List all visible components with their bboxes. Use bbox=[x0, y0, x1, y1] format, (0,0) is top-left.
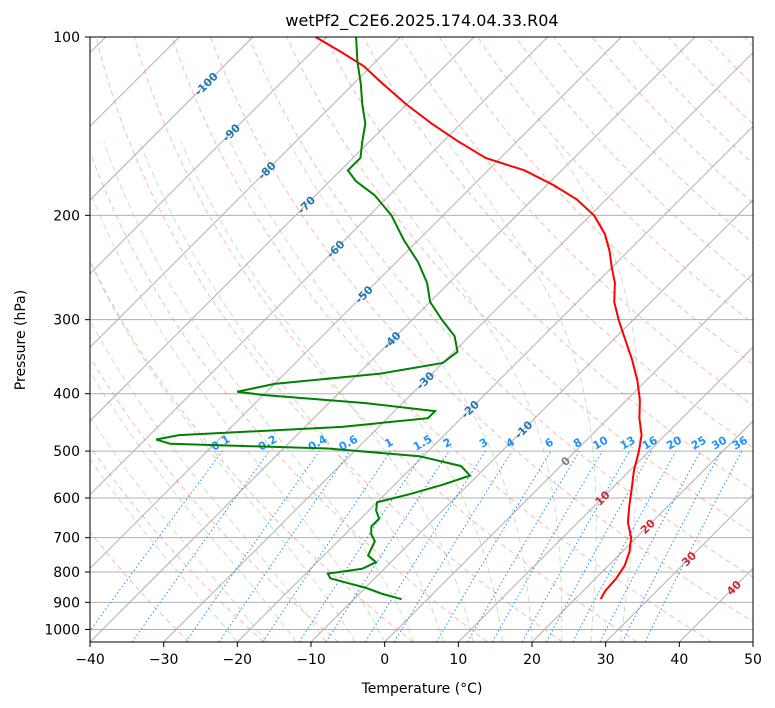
isotherm-lines bbox=[90, 37, 753, 642]
x-axis-title: Temperature (°C) bbox=[361, 681, 483, 697]
y-tick-label: 800 bbox=[53, 565, 80, 581]
mixing-ratio-line bbox=[298, 450, 425, 642]
moist-adiabat-line bbox=[90, 416, 268, 642]
y-axis: 100 200 300 400 500 600 700 800 900 1000 bbox=[44, 30, 90, 638]
mixing-ratio-lines bbox=[90, 450, 743, 642]
x-tick-label: −20 bbox=[223, 652, 253, 668]
y-axis-title: Pressure (hPa) bbox=[13, 290, 29, 390]
x-tick-label: 20 bbox=[523, 652, 541, 668]
x-tick-label: 40 bbox=[670, 652, 688, 668]
dry-adiabat-line bbox=[400, 37, 753, 407]
mixing-ratio-line bbox=[262, 450, 392, 642]
temperature-profile-line bbox=[315, 37, 643, 600]
y-tick-label: 600 bbox=[53, 491, 80, 507]
moist-adiabat-line bbox=[359, 141, 563, 642]
profile-series bbox=[155, 37, 643, 601]
mixing-ratio-line bbox=[90, 450, 223, 632]
y-tick-label: 300 bbox=[53, 313, 80, 329]
chart-title: wetPf2_C2E6.2025.174.04.33.R04 bbox=[285, 11, 558, 31]
y-tick-label: 900 bbox=[53, 595, 80, 611]
mixing-ratio-line bbox=[131, 450, 270, 642]
x-tick-label: −10 bbox=[296, 652, 326, 668]
y-tick-label: 1000 bbox=[44, 622, 80, 638]
x-tick-label: 0 bbox=[380, 652, 389, 668]
y-tick-label: 100 bbox=[53, 30, 80, 46]
isotherm-line bbox=[90, 37, 475, 422]
x-tick-label: 30 bbox=[597, 652, 615, 668]
moist-adiabat-line bbox=[288, 141, 533, 642]
isotherm-line bbox=[163, 51, 753, 642]
mixing-ratio-line bbox=[521, 450, 630, 642]
pressure-gridlines bbox=[90, 37, 753, 630]
isotherm-line bbox=[384, 272, 753, 642]
mixing-ratio-line bbox=[644, 450, 743, 642]
mixing-ratio-line bbox=[572, 450, 677, 642]
mixing-ratio-line bbox=[218, 450, 351, 642]
isotherm-line bbox=[90, 37, 328, 275]
isotherm-line bbox=[531, 420, 753, 642]
dry-adiabat-line bbox=[95, 37, 563, 642]
moist-adiabat-line bbox=[90, 319, 327, 642]
x-tick-label: −30 bbox=[149, 652, 179, 668]
dry-adiabat-lines bbox=[90, 37, 753, 642]
dry-adiabat-line bbox=[90, 531, 190, 642]
moist-adiabat-line bbox=[180, 141, 474, 642]
isotherm-line bbox=[90, 37, 696, 642]
x-tick-label: −40 bbox=[75, 652, 105, 668]
dry-adiabat-line bbox=[90, 356, 339, 642]
y-tick-label: 700 bbox=[53, 531, 80, 547]
moist-adiabat-lines bbox=[90, 141, 640, 642]
dry-adiabat-line bbox=[90, 445, 264, 642]
y-tick-label: 400 bbox=[53, 387, 80, 403]
y-tick-label: 200 bbox=[53, 208, 80, 224]
x-tick-label: 10 bbox=[449, 652, 467, 668]
dry-adiabat-line bbox=[248, 37, 753, 578]
moist-adiabat-line bbox=[229, 141, 504, 642]
moist-adiabat-line bbox=[103, 141, 415, 642]
moist-adiabat-line bbox=[90, 370, 297, 642]
mixing-ratio-line bbox=[185, 450, 320, 642]
dry-adiabat-line bbox=[286, 37, 753, 534]
moist-adiabat-line bbox=[138, 141, 445, 642]
plot-background bbox=[90, 37, 753, 642]
moist-adiabat-line bbox=[90, 458, 238, 642]
mixing-ratio-line bbox=[325, 450, 450, 642]
mixing-ratio-line bbox=[393, 450, 513, 642]
y-tick-label: 500 bbox=[53, 444, 80, 460]
x-tick-label: 50 bbox=[744, 652, 762, 668]
dry-adiabat-line bbox=[439, 37, 753, 366]
isotherm-line bbox=[605, 493, 753, 642]
moist-adiabat-line bbox=[90, 189, 386, 642]
isotherm-line bbox=[457, 346, 753, 642]
isotherm-line bbox=[752, 641, 753, 642]
dry-adiabat-line bbox=[90, 259, 414, 642]
plot-frame bbox=[89, 36, 754, 643]
moist-adiabat-line bbox=[447, 141, 597, 642]
dry-adiabat-line bbox=[171, 37, 712, 642]
mixing-ratio-line bbox=[545, 450, 653, 642]
isotherm-line bbox=[236, 125, 753, 642]
moist-adiabat-line bbox=[552, 141, 640, 642]
dry-adiabat-line bbox=[210, 37, 753, 623]
isotherm-line bbox=[90, 37, 254, 201]
dry-adiabat-line bbox=[515, 37, 753, 284]
dry-adiabat-line bbox=[90, 150, 488, 642]
isotherm-line bbox=[90, 37, 622, 570]
isotherm-line bbox=[90, 37, 549, 496]
x-axis: −40 −30 −20 −10 0 10 20 30 40 50 bbox=[75, 642, 762, 668]
dewpoint-profile-line bbox=[155, 37, 472, 601]
isotherm-line bbox=[90, 37, 401, 349]
